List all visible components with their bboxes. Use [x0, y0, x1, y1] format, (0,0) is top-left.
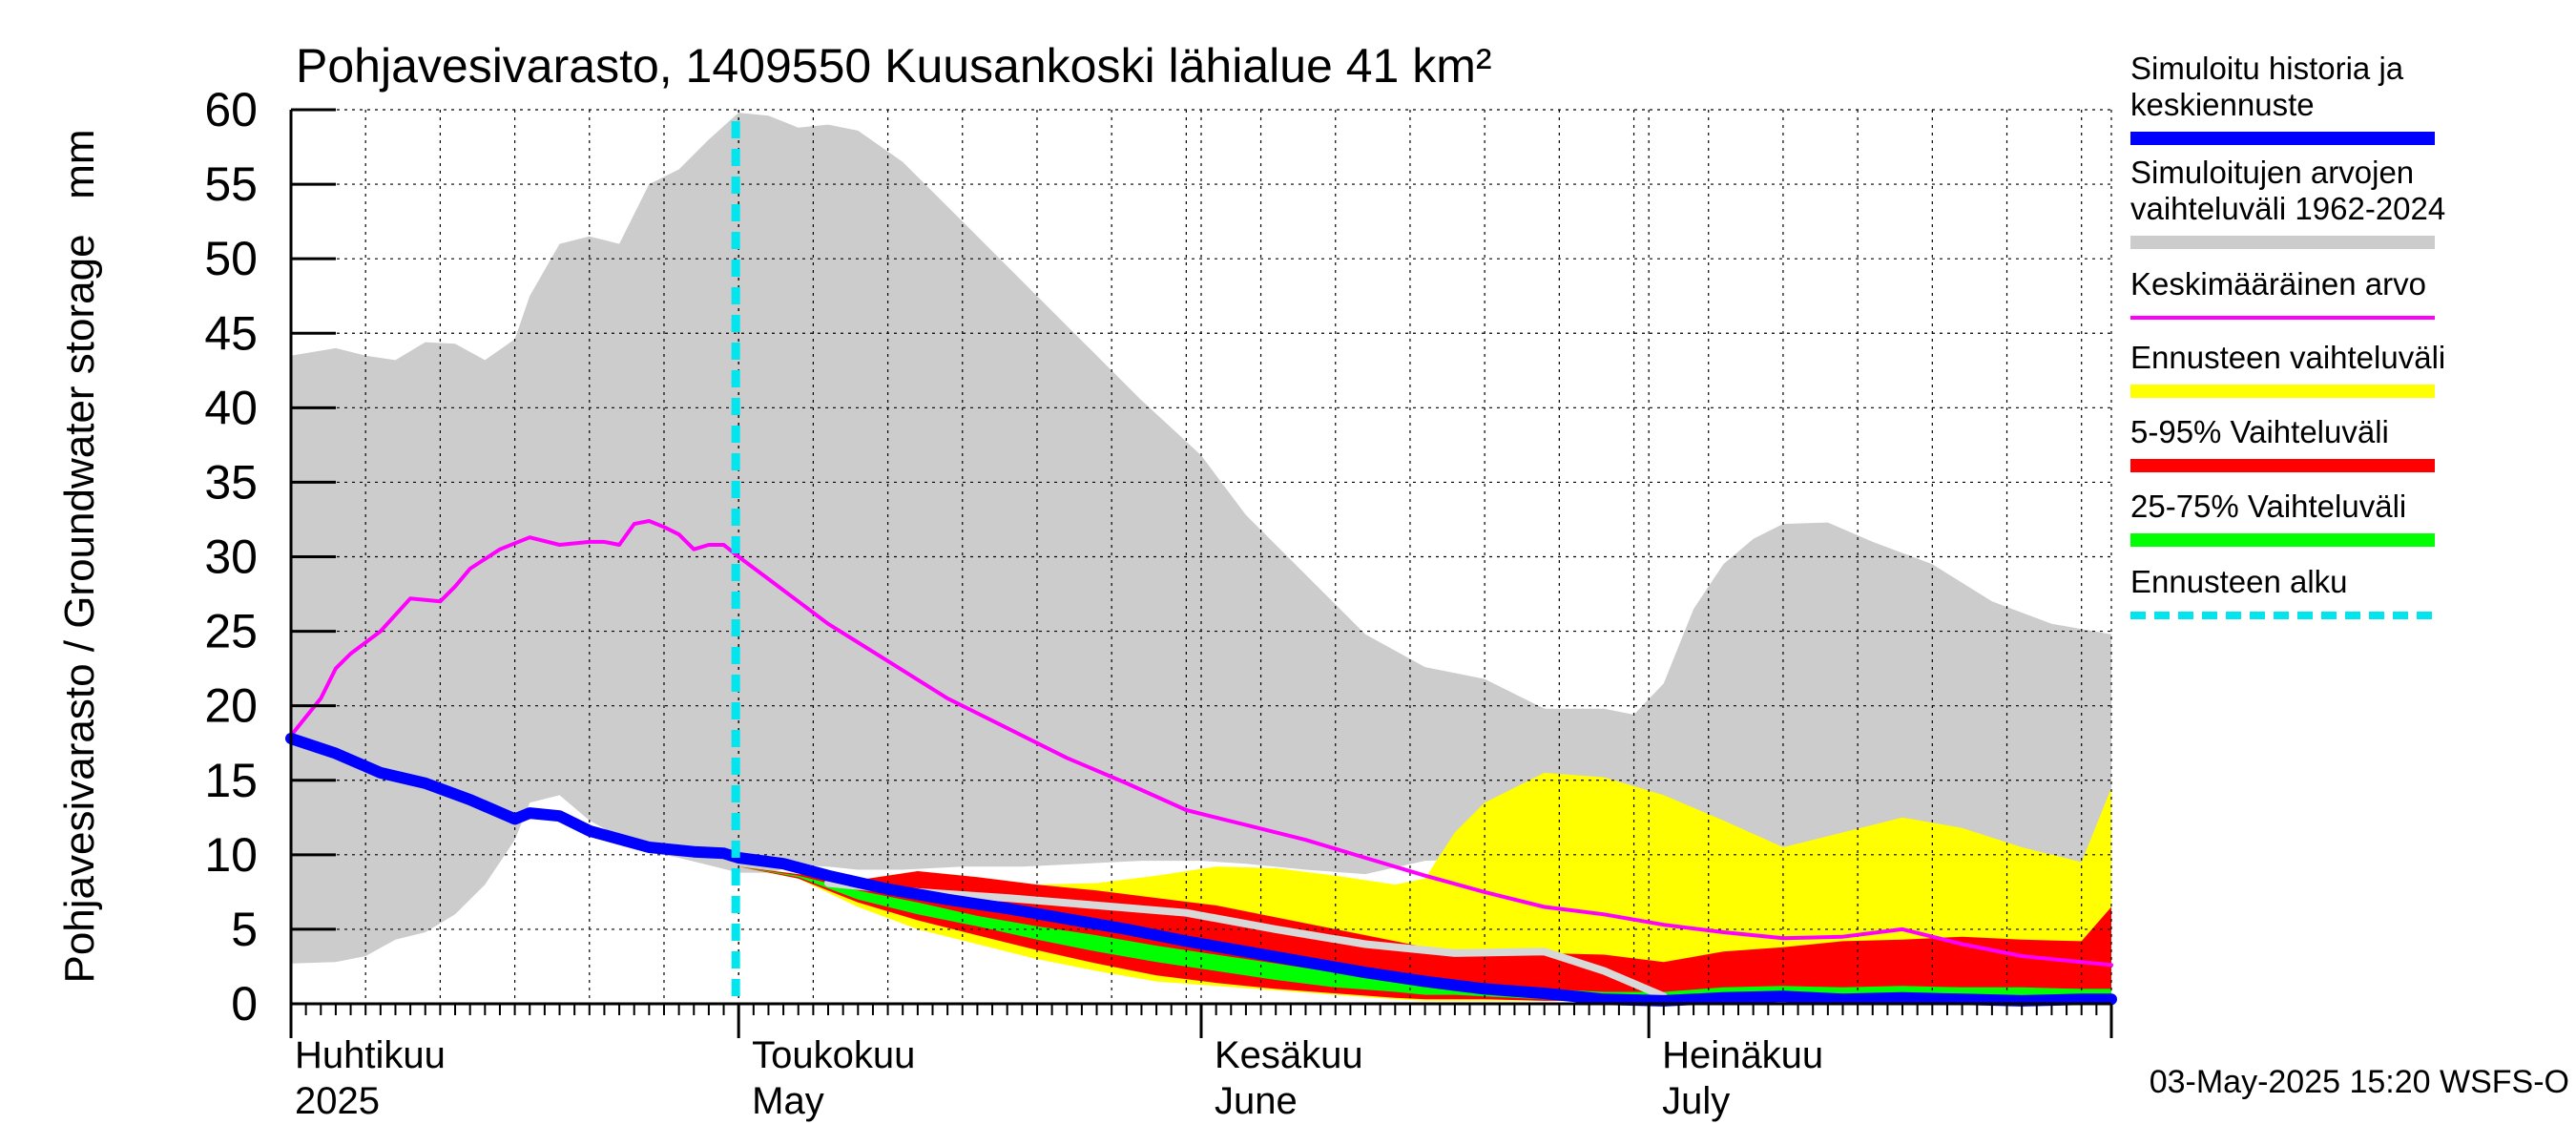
- y-tick-label: 15: [204, 754, 258, 807]
- month-label-en: 2025: [295, 1080, 380, 1122]
- legend-label-forecast_range: Ennusteen vaihteluväli: [2130, 340, 2445, 375]
- footer-timestamp: 03-May-2025 15:20 WSFS-O: [2150, 1064, 2569, 1100]
- y-tick-label: 55: [204, 157, 258, 211]
- y-tick-label: 25: [204, 605, 258, 658]
- month-label-en: July: [1662, 1080, 1730, 1122]
- simulated-grey-line: [824, 879, 1668, 1001]
- legend-label-history: keskiennuste: [2130, 87, 2315, 122]
- y-axis-label: Pohjavesivarasto / Groundwater storage m…: [56, 129, 103, 983]
- chart-title: Pohjavesivarasto, 1409550 Kuusankoski lä…: [296, 39, 1492, 93]
- y-tick-label: 5: [231, 903, 258, 956]
- y-tick-label: 10: [204, 828, 258, 882]
- mean-value-line: [289, 519, 2113, 968]
- y-tick-label: 60: [204, 83, 258, 136]
- y-tick-label: 35: [204, 455, 258, 509]
- month-label-en: June: [1215, 1080, 1298, 1122]
- p5-95-band: [738, 866, 2112, 1001]
- y-tick-label: 30: [204, 531, 258, 584]
- y-tick-label: 50: [204, 232, 258, 285]
- month-label-fi: Toukokuu: [752, 1034, 915, 1076]
- y-tick-label: 45: [204, 306, 258, 360]
- y-tick-label: 20: [204, 679, 258, 733]
- legend-label-range: vaihteluväli 1962-2024: [2130, 191, 2445, 226]
- month-label-en: May: [752, 1080, 824, 1122]
- legend-label-p25_75: 25-75% Vaihteluväli: [2130, 489, 2406, 524]
- month-label-fi: Huhtikuu: [295, 1034, 446, 1076]
- legend-label-range: Simuloitujen arvojen: [2130, 155, 2414, 190]
- legend-label-mean: Keskimääräinen arvo: [2130, 266, 2426, 302]
- history-forecast-line: [285, 733, 2117, 1007]
- legend-label-history: Simuloitu historia ja: [2130, 51, 2404, 86]
- month-label-fi: Kesäkuu: [1215, 1034, 1363, 1076]
- month-label-fi: Heinäkuu: [1662, 1034, 1823, 1076]
- y-tick-label: 0: [231, 977, 258, 1030]
- y-tick-label: 40: [204, 381, 258, 434]
- legend-label-p5_95: 5-95% Vaihteluväli: [2130, 414, 2389, 449]
- legend-label-forecast_start: Ennusteen alku: [2130, 564, 2348, 599]
- p25-75-band: [738, 866, 2112, 1001]
